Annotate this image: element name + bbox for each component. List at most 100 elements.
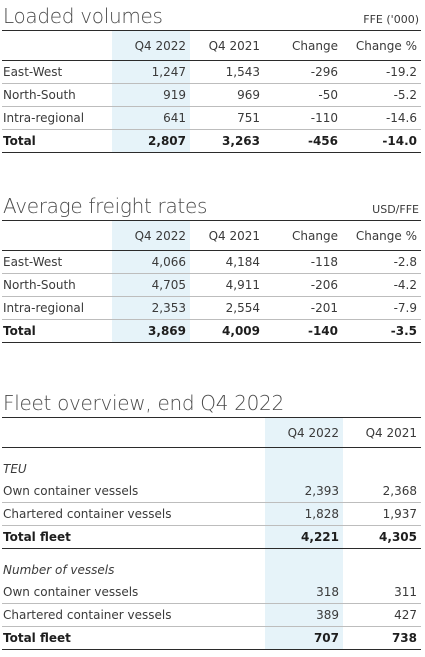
cell-change: -110	[264, 106, 342, 130]
cell-q4-2021: 427	[343, 603, 421, 627]
cell-q4-2021: 2,368	[343, 480, 421, 503]
cell-change: -50	[264, 83, 342, 107]
row-label: East-West	[2, 60, 112, 84]
loaded-volumes-title: Loaded volumes	[3, 4, 163, 28]
freight-rates-title: Average freight rates	[3, 194, 208, 218]
fleet-overview-section: Fleet overview, end Q4 2022 Q4 2022 Q4 2…	[2, 387, 421, 650]
vessels-heading-row: Number of vessels	[2, 559, 421, 581]
vessels-heading: Number of vessels	[3, 563, 115, 577]
spacer-row	[2, 447, 421, 458]
table-row: East-West 1,247 1,543 -296 -19.2	[2, 60, 421, 84]
total-label: Total	[2, 319, 112, 343]
total-row: Total fleet 4,221 4,305	[2, 525, 421, 549]
cell-q4-2022: 919	[112, 83, 190, 107]
total-change: -456	[264, 129, 342, 153]
total-change: -140	[264, 319, 342, 343]
spacer-row	[2, 548, 421, 559]
header-change-pct: Change %	[342, 30, 421, 61]
table-row: Own container vessels 318 311	[2, 581, 421, 604]
cell-q4-2022: 4,705	[112, 273, 190, 297]
table-row: Intra-regional 641 751 -110 -14.6	[2, 106, 421, 130]
loaded-volumes-section: Loaded volumes FFE ('000) Q4 2022 Q4 202…	[2, 0, 421, 153]
cell-change-pct: -7.9	[342, 296, 421, 320]
row-label: Chartered container vessels	[2, 603, 265, 627]
cell-q4-2022: 389	[265, 603, 343, 627]
cell-change-pct: -19.2	[342, 60, 421, 84]
total-row: Total 2,807 3,263 -456 -14.0	[2, 129, 421, 153]
header-q4-2022: Q4 2022	[112, 30, 190, 61]
cell-q4-2022: 2,393	[265, 480, 343, 503]
loaded-volumes-table: Q4 2022 Q4 2021 Change Change % East-Wes…	[2, 30, 421, 153]
cell-q4-2022: 2,353	[112, 296, 190, 320]
header-label	[2, 417, 265, 448]
header-q4-2021: Q4 2021	[190, 30, 264, 61]
table-row: Own container vessels 2,393 2,368	[2, 480, 421, 503]
total-label: Total	[2, 129, 112, 153]
row-label: Own container vessels	[2, 581, 265, 604]
total-label: Total fleet	[2, 525, 265, 549]
header-q4-2022: Q4 2022	[265, 417, 343, 448]
header-label	[2, 30, 112, 61]
table-header-row: Q4 2022 Q4 2021 Change Change %	[2, 30, 421, 61]
cell-q4-2022: 4,066	[112, 250, 190, 274]
total-change-pct: -14.0	[342, 129, 421, 153]
cell-change-pct: -4.2	[342, 273, 421, 297]
table-row: Intra-regional 2,353 2,554 -201 -7.9	[2, 296, 421, 320]
cell-q4-2021: 4,911	[190, 273, 264, 297]
table-row: North-South 919 969 -50 -5.2	[2, 83, 421, 107]
cell-change: -118	[264, 250, 342, 274]
table-header-row: Q4 2022 Q4 2021	[2, 417, 421, 448]
cell-q4-2021: 751	[190, 106, 264, 130]
total-q4-2021: 4,305	[343, 525, 421, 549]
total-row: Total fleet 707 738	[2, 626, 421, 650]
freight-rates-title-row: Average freight rates USD/FFE	[2, 190, 421, 220]
cell-change-pct: -5.2	[342, 83, 421, 107]
cell-change-pct: -2.8	[342, 250, 421, 274]
cell-q4-2021: 311	[343, 581, 421, 604]
fleet-overview-title-row: Fleet overview, end Q4 2022	[2, 387, 421, 417]
fleet-overview-table: Q4 2022 Q4 2021 TEU Own container vessel…	[2, 417, 421, 650]
cell-change: -296	[264, 60, 342, 84]
table-header-row: Q4 2022 Q4 2021 Change Change %	[2, 220, 421, 251]
total-row: Total 3,869 4,009 -140 -3.5	[2, 319, 421, 343]
cell-change-pct: -14.6	[342, 106, 421, 130]
row-label: Intra-regional	[2, 296, 112, 320]
cell-q4-2021: 969	[190, 83, 264, 107]
cell-q4-2021: 2,554	[190, 296, 264, 320]
header-q4-2022: Q4 2022	[112, 220, 190, 251]
row-label: North-South	[2, 83, 112, 107]
fleet-overview-title: Fleet overview, end Q4 2022	[3, 391, 284, 415]
cell-q4-2021: 4,184	[190, 250, 264, 274]
total-q4-2021: 3,263	[190, 129, 264, 153]
cell-q4-2022: 1,247	[112, 60, 190, 84]
total-change-pct: -3.5	[342, 319, 421, 343]
total-q4-2022: 2,807	[112, 129, 190, 153]
header-q4-2021: Q4 2021	[190, 220, 264, 251]
total-q4-2021: 738	[343, 626, 421, 650]
table-row: Chartered container vessels 389 427	[2, 603, 421, 627]
cell-change: -206	[264, 273, 342, 297]
total-label: Total fleet	[2, 626, 265, 650]
cell-q4-2022: 318	[265, 581, 343, 604]
table-row: East-West 4,066 4,184 -118 -2.8	[2, 250, 421, 274]
row-label: Intra-regional	[2, 106, 112, 130]
total-q4-2022: 707	[265, 626, 343, 650]
row-label: East-West	[2, 250, 112, 274]
header-label	[2, 220, 112, 251]
loaded-volumes-unit: FFE ('000)	[363, 13, 419, 26]
teu-heading: TEU	[3, 462, 27, 476]
cell-q4-2021: 1,543	[190, 60, 264, 84]
cell-change: -201	[264, 296, 342, 320]
cell-q4-2022: 1,828	[265, 502, 343, 526]
total-q4-2021: 4,009	[190, 319, 264, 343]
teu-heading-row: TEU	[2, 458, 421, 480]
row-label: Own container vessels	[2, 480, 265, 503]
cell-q4-2021: 1,937	[343, 502, 421, 526]
header-change-pct: Change %	[342, 220, 421, 251]
row-label: Chartered container vessels	[2, 502, 265, 526]
table-row: Chartered container vessels 1,828 1,937	[2, 502, 421, 526]
loaded-volumes-title-row: Loaded volumes FFE ('000)	[2, 0, 421, 30]
table-row: North-South 4,705 4,911 -206 -4.2	[2, 273, 421, 297]
header-change: Change	[264, 220, 342, 251]
total-q4-2022: 4,221	[265, 525, 343, 549]
